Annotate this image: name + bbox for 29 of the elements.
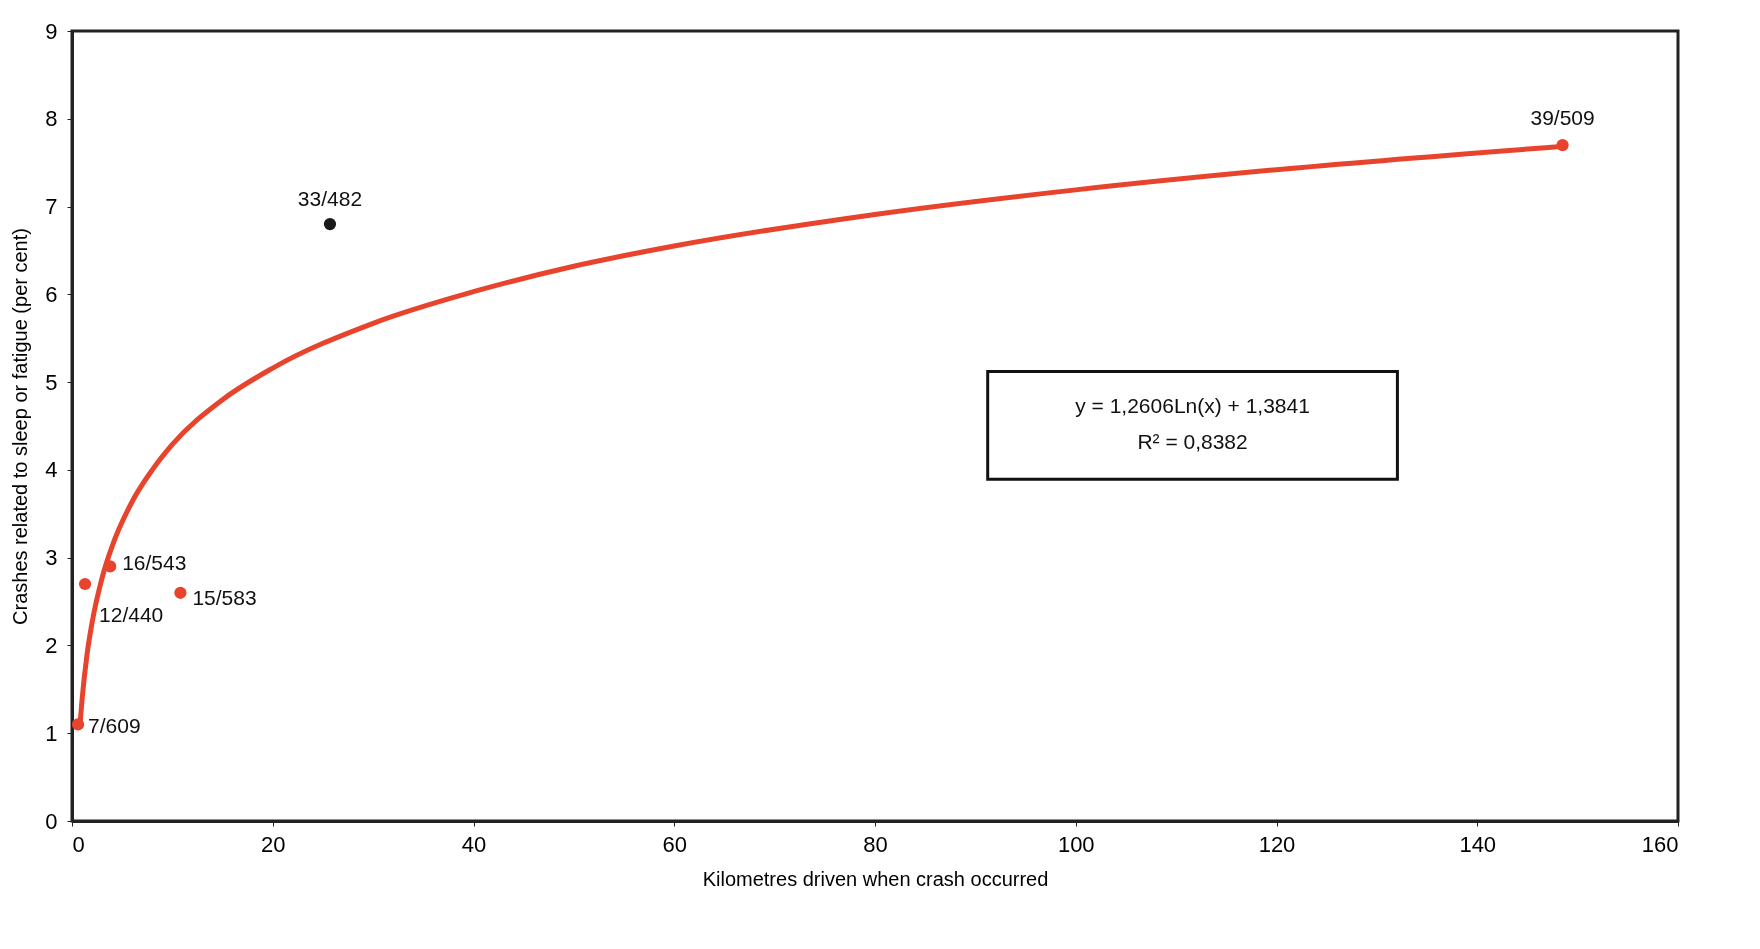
x-axis-title: Kilometres driven when crash occurred — [702, 867, 1049, 890]
y-tick-label: 2 — [45, 632, 58, 658]
annotation: 12/440 — [99, 603, 164, 626]
annotation: 15/583 — [192, 585, 257, 609]
y-tick-label: 9 — [45, 18, 58, 44]
annotation: 7/609 — [88, 714, 141, 738]
y-tick-label: 8 — [45, 106, 58, 132]
y-tick-label: 6 — [45, 281, 58, 307]
y-tick-label: 5 — [45, 369, 58, 395]
y-tick-label: 1 — [45, 720, 58, 746]
x-tick-label: 80 — [863, 831, 888, 857]
y-tick-label: 7 — [45, 194, 58, 220]
x-tick-label: 140 — [1459, 831, 1497, 857]
x-tick-label: 40 — [461, 831, 487, 857]
annotation: 16/543 — [122, 551, 187, 575]
x-tick-label: 100 — [1057, 831, 1095, 857]
x-tick-label: 60 — [662, 831, 687, 857]
annotation: y = 1,2606Ln(x) + 1,3841 — [1075, 394, 1310, 418]
x-tick-label: 160 — [1641, 831, 1679, 857]
x-tick-label: 20 — [261, 831, 286, 857]
x-tick-label: 120 — [1258, 831, 1296, 857]
y-tick-label: 3 — [45, 545, 58, 571]
y-axis-title: Crashes related to sleep or fatigue (per cent) — [9, 228, 32, 625]
y-tick-label: 0 — [45, 808, 58, 834]
annotation: R² = 0,8382 — [1137, 430, 1248, 454]
annotation: 33/482 — [297, 187, 363, 211]
y-tick-label: 4 — [45, 457, 58, 483]
x-tick-label: 0 — [72, 831, 85, 857]
annotation: 39/509 — [1530, 106, 1595, 130]
